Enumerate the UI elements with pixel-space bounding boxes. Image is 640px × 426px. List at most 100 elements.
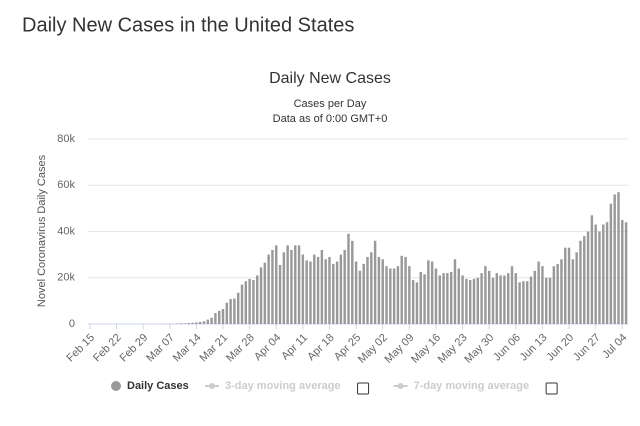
bar (373, 240, 377, 324)
bar (206, 319, 210, 324)
bar (545, 277, 548, 324)
bar (491, 277, 495, 324)
bar (256, 275, 259, 324)
bar (590, 215, 594, 324)
x-tick-label: Apr 04 (252, 332, 283, 363)
bar (252, 280, 255, 324)
bar (191, 322, 194, 324)
bar (438, 275, 441, 324)
bar (305, 260, 308, 324)
bar (217, 310, 221, 324)
bar (522, 281, 525, 324)
bar (263, 262, 267, 324)
legend-checkbox[interactable] (357, 382, 370, 395)
bar (278, 265, 282, 324)
bar (476, 277, 480, 324)
bar (609, 203, 613, 324)
bar (446, 273, 449, 324)
bar (514, 273, 518, 324)
bar (301, 254, 305, 324)
y-tick-label: 80k (57, 133, 75, 145)
bar (282, 252, 286, 324)
bar (510, 266, 514, 324)
legend-checkbox[interactable] (545, 382, 558, 395)
bar (332, 263, 335, 324)
bar (567, 247, 571, 324)
bar (229, 299, 232, 324)
bar (351, 240, 354, 324)
bar (526, 281, 529, 324)
bar (415, 282, 419, 324)
legend-marker (397, 383, 404, 389)
bar (381, 259, 384, 324)
bar (556, 263, 559, 324)
x-tick-label: Apr 18 (305, 332, 336, 363)
bar (605, 222, 609, 324)
bar (343, 250, 346, 324)
x-tick-label: Jun 27 (571, 332, 603, 364)
bar (396, 266, 400, 324)
legend-marker (111, 381, 121, 391)
bar (533, 270, 537, 324)
y-tick-label: 60k (57, 179, 75, 191)
bar (324, 259, 327, 324)
bar (579, 240, 582, 324)
bar (571, 259, 575, 324)
legend-marker (209, 383, 215, 389)
chart-subtitle: Cases per Day (294, 98, 367, 110)
x-tick-label: Jul 04 (600, 332, 629, 361)
x-tick-label: Jun 06 (491, 332, 523, 364)
bar (602, 224, 605, 324)
bar (461, 275, 464, 324)
bar (286, 245, 289, 324)
bar (613, 194, 616, 324)
bar (487, 270, 491, 324)
bar (423, 274, 426, 324)
bar (594, 224, 597, 324)
bar (362, 263, 365, 324)
bar (187, 323, 190, 324)
bar (183, 323, 187, 324)
bar (244, 281, 248, 324)
bar (179, 323, 183, 324)
bar (583, 236, 586, 324)
bar (411, 280, 415, 324)
bar (248, 278, 251, 324)
bar (233, 298, 236, 324)
bar (404, 256, 407, 324)
bar (537, 261, 540, 324)
chart-title: Daily New Cases (269, 70, 391, 87)
bar (259, 267, 263, 324)
bar (316, 256, 320, 324)
legend-label[interactable]: Daily Cases (127, 380, 189, 392)
bar (236, 292, 240, 324)
bar (202, 321, 206, 324)
bar (389, 268, 392, 324)
bar (335, 261, 339, 324)
bar (214, 313, 217, 324)
bar (370, 252, 373, 324)
bar (225, 302, 229, 324)
bar (271, 250, 274, 324)
bar (480, 273, 483, 324)
x-tick-label: Mar 07 (144, 332, 177, 365)
x-tick-label: Mar 28 (224, 332, 257, 365)
bar (621, 219, 624, 324)
bar (564, 247, 567, 324)
x-tick-label: May 30 (462, 332, 496, 366)
x-tick-label: Feb 22 (91, 332, 124, 365)
legend-label[interactable]: 3-day moving average (225, 380, 341, 392)
bar (313, 254, 316, 324)
bar (575, 252, 578, 324)
bar (358, 270, 362, 324)
bar (586, 231, 590, 324)
bar (275, 245, 278, 324)
y-tick-label: 0 (69, 318, 75, 330)
bar (267, 254, 270, 324)
bar (392, 268, 396, 324)
x-tick-label: Jun 20 (544, 332, 576, 364)
bar (484, 266, 487, 324)
legend-label[interactable]: 7-day moving average (414, 380, 530, 392)
